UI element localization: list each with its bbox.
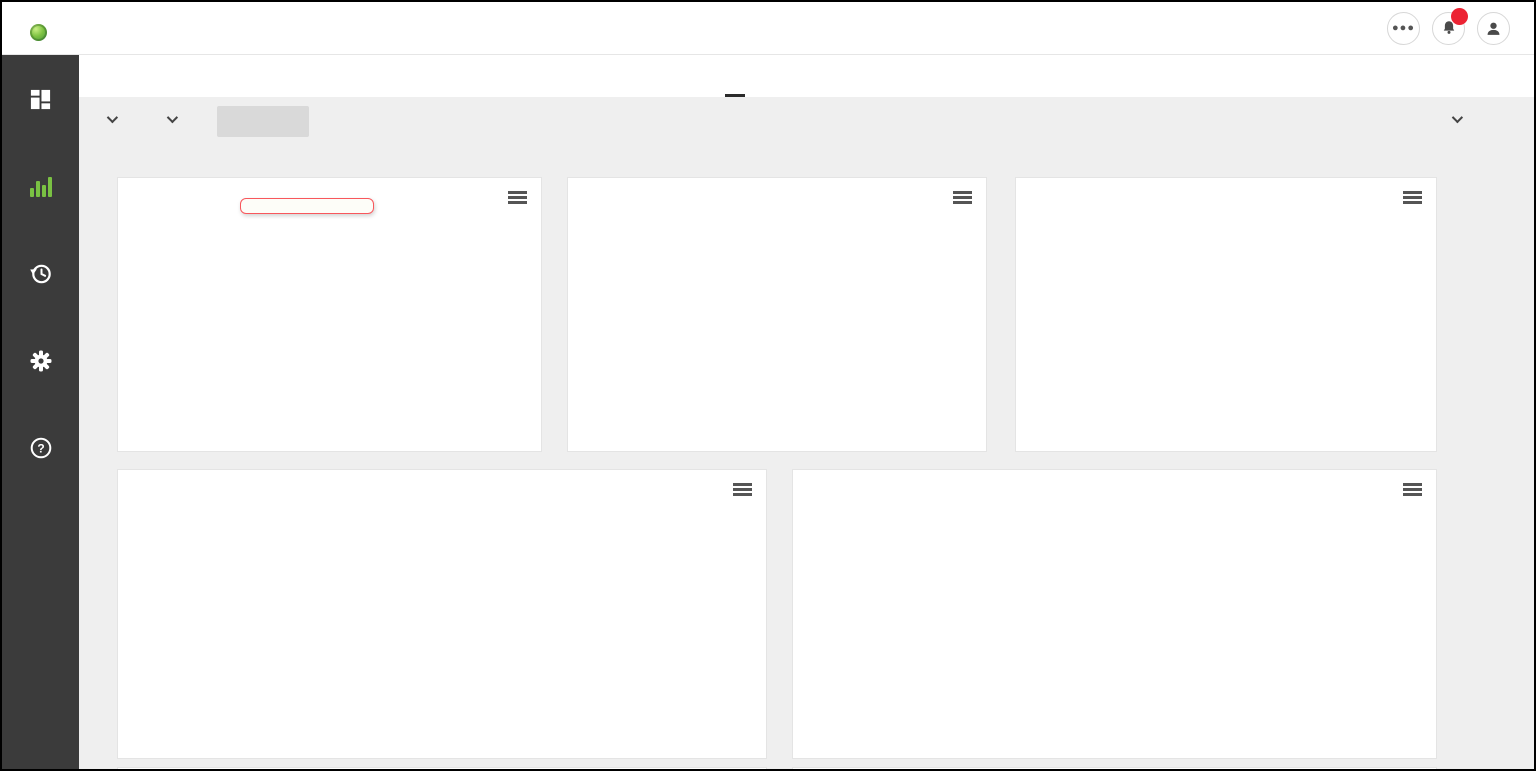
recovery-icon <box>29 264 51 284</box>
sidebar-item-analytics[interactable] <box>2 175 79 231</box>
partial-card <box>792 767 1437 769</box>
chart-menu-icon[interactable] <box>953 191 972 207</box>
help-icon: ? <box>30 437 51 459</box>
snapshots-treemap[interactable] <box>118 526 768 752</box>
legend-dot <box>298 418 310 430</box>
backup-status-card <box>117 177 542 452</box>
sidebar-item-dashboard[interactable] <box>2 88 79 144</box>
sidebar-item-recovery[interactable] <box>2 262 79 318</box>
backup-status-chart[interactable] <box>118 206 543 438</box>
chart-menu-icon[interactable] <box>1403 191 1422 207</box>
tab-reports[interactable] <box>724 55 745 97</box>
account-button[interactable] <box>1477 11 1510 45</box>
header-actions: ●●● <box>1387 7 1510 45</box>
svg-text:?: ? <box>37 441 44 455</box>
partial-card <box>117 767 767 769</box>
legend-dot <box>745 418 757 430</box>
sidebar-item-help[interactable]: ? <box>2 436 79 492</box>
disk-usage-card <box>1015 177 1437 452</box>
chevron-down-icon <box>166 111 179 124</box>
disk-usage-pie-chart[interactable] <box>1016 211 1438 451</box>
legend-item-successful[interactable] <box>790 418 809 430</box>
sidebar-nav: ? <box>2 55 79 769</box>
notifications-button[interactable] <box>1432 7 1468 45</box>
sidebar-item-settings[interactable] <box>2 349 79 405</box>
apply-button[interactable] <box>217 105 309 137</box>
chart-legend <box>568 418 986 430</box>
chevron-down-icon <box>1451 111 1464 124</box>
dashboard-icon <box>30 89 51 110</box>
ellipsis-icon: ●●● <box>1392 22 1415 34</box>
user-icon <box>1487 22 1500 35</box>
chart-menu-icon[interactable] <box>508 191 527 207</box>
analytics-icon <box>29 177 52 197</box>
main-area <box>79 55 1534 769</box>
tabs-bar <box>79 55 1534 97</box>
snapshots-map-card <box>117 469 767 759</box>
logo-orb-icon <box>30 24 47 41</box>
end-date-picker[interactable] <box>157 111 179 124</box>
chart-tooltip <box>240 198 374 214</box>
bell-icon <box>1443 21 1454 34</box>
self-tests-card <box>567 177 987 452</box>
settings-icon <box>30 350 51 372</box>
dashboard-content <box>79 145 1534 769</box>
chevron-down-icon <box>106 111 119 124</box>
chart-menu-icon[interactable] <box>733 483 752 499</box>
total-data-line-chart[interactable] <box>793 470 1438 710</box>
total-data-card <box>792 469 1437 759</box>
filter-dropdown[interactable] <box>1443 111 1464 124</box>
chart-menu-icon[interactable] <box>1403 483 1422 499</box>
notification-badge <box>1451 7 1468 25</box>
legend-dot <box>343 418 355 430</box>
tab-logs[interactable] <box>787 55 799 97</box>
legend-item-successful[interactable] <box>343 418 362 430</box>
self-tests-chart[interactable] <box>568 206 988 438</box>
top-header: ●●● <box>2 2 1534 55</box>
filter-toolbar <box>79 97 1534 145</box>
legend-item-failed[interactable] <box>298 418 317 430</box>
chart-legend <box>118 418 541 430</box>
more-options-button[interactable]: ●●● <box>1387 11 1420 45</box>
legend-dot <box>790 418 802 430</box>
start-date-picker[interactable] <box>97 111 119 124</box>
quorum-logo[interactable] <box>29 15 48 41</box>
legend-item-failed[interactable] <box>745 418 764 430</box>
